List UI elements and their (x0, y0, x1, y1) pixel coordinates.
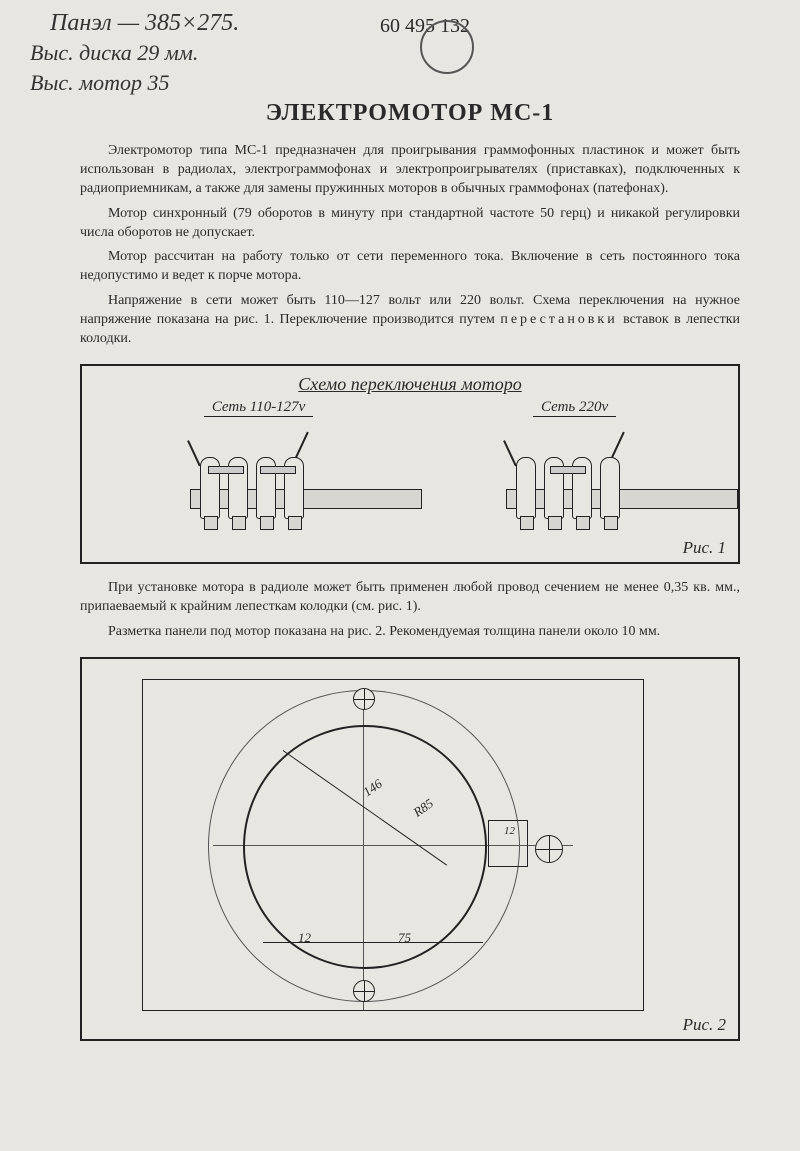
mounting-hole-top (353, 688, 375, 710)
paragraph-2: Мотор синхронный (79 оборотов в минуту п… (80, 205, 740, 243)
diagram-2-panel-layout: 146 R85 12 75 12 Рис. 2 (80, 657, 740, 1041)
jumper-link (208, 466, 244, 474)
handwritten-note-2: Выс. диска 29 мм. (30, 40, 198, 66)
handwritten-note-3: Выс. мотор 35 (30, 70, 170, 96)
mounting-hole-bottom (353, 980, 375, 1002)
terminal (516, 457, 536, 519)
terminal-bar-right (506, 489, 738, 509)
figure-1-label: Рис. 1 (683, 538, 726, 558)
terminal-bar-left (190, 489, 422, 509)
stamp-circle (420, 20, 474, 74)
paragraph-1: Электромотор типа МС-1 предназначен для … (80, 142, 740, 199)
diagram-1-labels: Сеть 110-127v Сеть 220v (94, 399, 726, 417)
dimension-75: 75 (398, 930, 411, 946)
paragraph-3: Мотор рассчитан на работу только от сети… (80, 248, 740, 286)
paragraph-4-spaced: перестановки (500, 312, 617, 327)
diagram-1-label-220v: Сеть 220v (533, 399, 616, 417)
mounting-hole-right (535, 835, 563, 863)
motor-circle (243, 725, 487, 969)
dimension-horizontal-line (263, 942, 483, 943)
document-title: ЭЛЕКТРОМОТОР МС-1 (80, 100, 740, 127)
terminal (600, 457, 620, 519)
diagram-1-switching-scheme: Схемо переключения моторо Сеть 110-127v … (80, 364, 740, 564)
figure-2-label: Рис. 2 (683, 1015, 726, 1035)
handwritten-note-1: Панэл — 385×275. (50, 10, 239, 37)
paragraph-5: При установке мотора в радиоле может быт… (80, 579, 740, 617)
diagram-1-connectors (94, 419, 726, 519)
diagram-1-title: Схемо переключения моторо (94, 374, 726, 395)
connector-group-220v (516, 457, 620, 519)
diagram-1-label-110v: Сеть 110-127v (204, 399, 314, 417)
dimension-slot-12: 12 (504, 825, 515, 837)
paragraph-6: Разметка панели под мотор показана на ри… (80, 623, 740, 642)
dimension-12: 12 (298, 930, 311, 946)
paragraph-4: Напряжение в сети может быть 110—127 вол… (80, 292, 740, 349)
panel-outline-rect: 146 R85 12 75 12 (142, 679, 644, 1011)
document-page: Панэл — 385×275. Выс. диска 29 мм. Выс. … (0, 0, 800, 1076)
jumper-link (550, 466, 586, 474)
jumper-link (260, 466, 296, 474)
connector-group-110v (200, 457, 304, 519)
